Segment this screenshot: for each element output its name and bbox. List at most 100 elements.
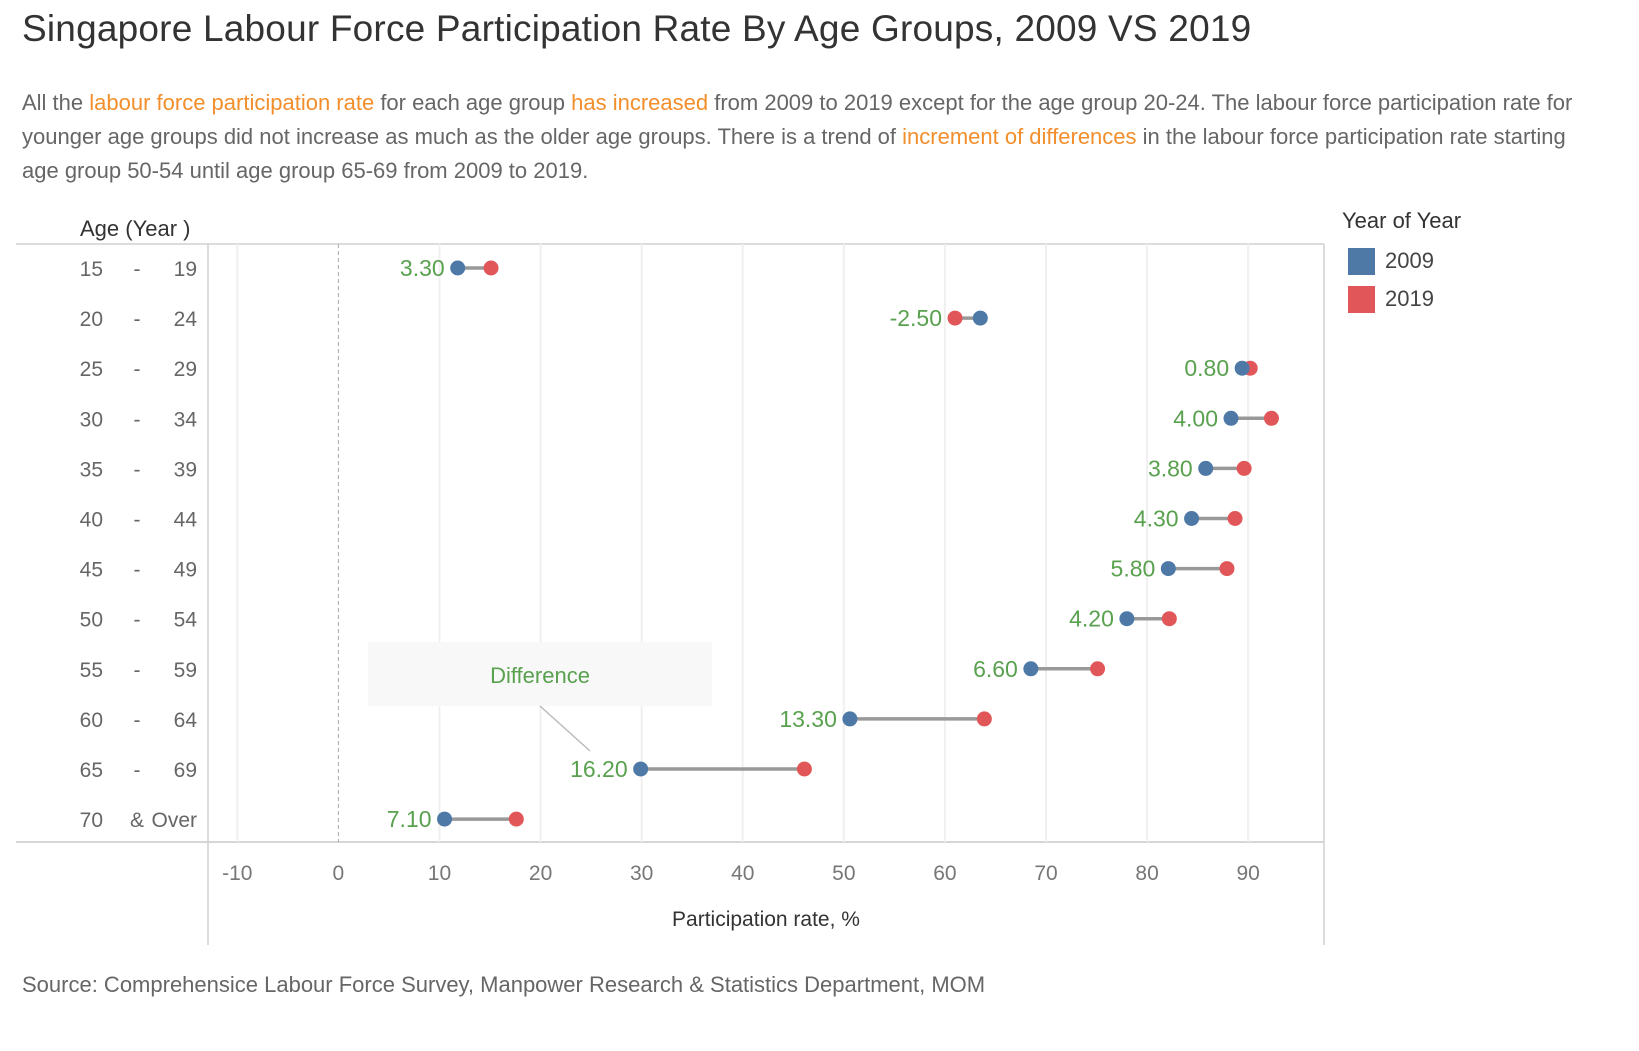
- age-label-end: 54: [174, 609, 198, 632]
- age-label-end: 19: [174, 258, 197, 281]
- dot-2019: [1227, 511, 1243, 526]
- age-label-start: 20: [80, 308, 103, 331]
- age-label-start: 50: [80, 609, 103, 632]
- age-label-start: 25: [80, 358, 103, 381]
- age-label-separator: -: [134, 709, 141, 732]
- difference-label: 13.30: [779, 706, 837, 732]
- age-label-start: 70: [80, 809, 103, 832]
- row-header-title: Age (Year ): [80, 216, 190, 241]
- dot-2009: [1023, 661, 1039, 677]
- dot-2009: [450, 260, 466, 276]
- description-text: in the labour force participation rate s…: [22, 124, 1566, 183]
- x-axis-title: Participation rate, %: [672, 908, 860, 931]
- x-tick-label: 10: [428, 862, 451, 885]
- x-tick-label: 30: [630, 862, 653, 885]
- dot-2019: [1090, 661, 1106, 677]
- age-label-separator: -: [134, 258, 141, 281]
- legend-item-2009[interactable]: 2009: [1342, 242, 1461, 280]
- difference-label: 4.30: [1134, 506, 1179, 532]
- x-tick-label: 20: [529, 862, 552, 885]
- age-label-start: 55: [80, 659, 103, 682]
- dot-2009: [437, 811, 453, 827]
- legend-label: 2019: [1385, 286, 1434, 311]
- age-label-start: 60: [80, 709, 103, 732]
- age-label-separator: -: [134, 609, 141, 632]
- dot-2019: [947, 310, 963, 326]
- x-tick-label: 40: [731, 862, 754, 885]
- dot-2019: [483, 260, 499, 276]
- difference-label: 4.00: [1173, 405, 1218, 431]
- x-tick-label: 90: [1237, 862, 1260, 885]
- age-label-separator: -: [134, 759, 141, 782]
- age-label-separator: -: [134, 408, 141, 431]
- annotation-box: [368, 642, 712, 706]
- age-label-end: Over: [151, 809, 197, 832]
- difference-label: 6.60: [973, 656, 1018, 682]
- age-label-separator: -: [134, 308, 141, 331]
- age-label-end: 44: [174, 509, 198, 532]
- age-label-start: 40: [80, 509, 103, 532]
- age-label-separator: -: [134, 358, 141, 381]
- dot-2019: [1263, 410, 1279, 426]
- annotation-text: Difference: [490, 663, 590, 688]
- dot-2019: [1219, 561, 1235, 577]
- dot-2009: [1184, 511, 1200, 526]
- chart-description: All the labour force participation rate …: [22, 86, 1582, 188]
- age-label-end: 39: [174, 458, 197, 481]
- difference-label: 4.20: [1069, 606, 1114, 632]
- age-label-separator: -: [134, 559, 141, 582]
- description-text: for each age group: [374, 90, 572, 115]
- dot-2009: [1198, 460, 1214, 476]
- dot-2009: [842, 711, 858, 727]
- difference-label: 3.30: [400, 255, 445, 281]
- legend: Year of Year 2009 2019: [1342, 208, 1461, 318]
- age-label-end: 49: [174, 559, 197, 582]
- highlighted-text: labour force participation rate: [89, 90, 375, 115]
- dot-2019: [508, 811, 524, 827]
- page-title: Singapore Labour Force Participation Rat…: [22, 8, 1252, 49]
- difference-label: 7.10: [387, 806, 432, 832]
- dot-2009: [1223, 410, 1239, 426]
- dot-2009: [633, 761, 649, 777]
- age-label-end: 64: [174, 709, 198, 732]
- difference-label: 0.80: [1184, 355, 1229, 381]
- annotation-connector: [539, 705, 591, 752]
- dot-2019: [796, 761, 812, 777]
- age-label-end: 59: [174, 659, 197, 682]
- age-label-end: 69: [174, 759, 197, 782]
- source-note: Source: Comprehensice Labour Force Surve…: [22, 972, 986, 997]
- dot-2019: [1236, 460, 1252, 476]
- age-label-start: 65: [80, 759, 103, 782]
- dot-2019: [976, 711, 992, 727]
- dot-2009: [1119, 611, 1135, 627]
- description-text: from 2009 to 2019 except for the age gro…: [22, 90, 1573, 149]
- highlighted-text: has increased: [571, 90, 709, 115]
- age-label-start: 15: [80, 258, 103, 281]
- age-label-start: 30: [80, 408, 103, 431]
- x-tick-label: 70: [1034, 862, 1057, 885]
- age-label-separator: -: [134, 659, 141, 682]
- dot-2019: [1161, 611, 1177, 627]
- description-text: All the: [22, 90, 90, 115]
- x-tick-label: 60: [933, 862, 956, 885]
- difference-label: 5.80: [1111, 556, 1156, 582]
- age-label-start: 45: [80, 559, 103, 582]
- dot-2009: [972, 310, 988, 326]
- x-tick-label: 80: [1135, 862, 1158, 885]
- legend-title: Year of Year: [1342, 208, 1462, 233]
- age-label-separator: &: [130, 809, 144, 832]
- dot-2009: [1160, 561, 1176, 577]
- legend-swatch: [1348, 247, 1375, 275]
- x-tick-label: 50: [832, 862, 855, 885]
- age-label-separator: -: [134, 458, 141, 481]
- x-tick-label: -10: [222, 862, 252, 885]
- difference-label: -2.50: [890, 305, 942, 331]
- difference-label: 3.80: [1148, 455, 1193, 481]
- age-label-end: 29: [174, 358, 197, 381]
- age-label-end: 24: [174, 308, 198, 331]
- legend-item-2019[interactable]: 2019: [1342, 280, 1461, 318]
- difference-label: 16.20: [570, 756, 628, 782]
- age-label-start: 35: [80, 458, 103, 481]
- age-label-separator: -: [134, 509, 141, 532]
